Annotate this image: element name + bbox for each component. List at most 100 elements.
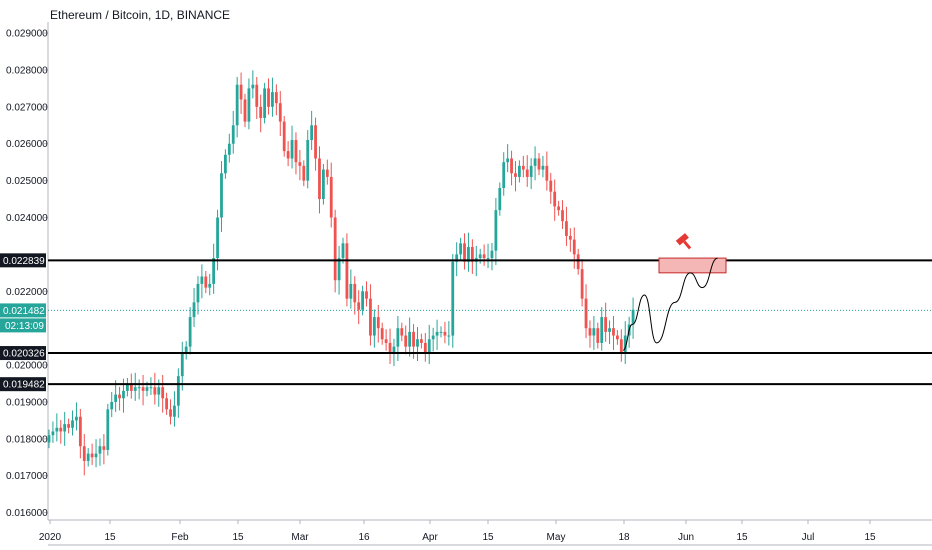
- candle-body: [63, 424, 67, 432]
- candle-body: [243, 99, 247, 122]
- candle-body: [75, 416, 78, 421]
- candle-body: [90, 453, 94, 458]
- x-tick-label: May: [547, 532, 566, 543]
- grid: [47, 22, 932, 521]
- candle-body: [584, 298, 588, 329]
- candle-body: [420, 339, 423, 343]
- candle-body: [251, 84, 255, 89]
- candle-body: [271, 92, 274, 107]
- candle-body: [82, 446, 86, 461]
- x-tick-label: Jun: [678, 532, 694, 543]
- current-price-tag: 0.021482: [3, 306, 45, 317]
- candle-body: [133, 387, 137, 391]
- candle-body: [216, 217, 219, 259]
- level-price-tag-bg: [0, 346, 46, 361]
- current-price-tag-bg: [0, 303, 46, 318]
- candle-body: [345, 243, 349, 299]
- y-tick-label: 0.028000: [6, 65, 48, 76]
- level-price-tag: 0.022839: [3, 256, 45, 267]
- candle-body: [631, 309, 635, 325]
- candle-body: [467, 247, 470, 262]
- candle-body: [619, 339, 623, 354]
- candle-body: [204, 276, 208, 288]
- y-tick-label: 0.017000: [6, 471, 48, 482]
- candle-body: [98, 446, 102, 454]
- candle-body: [322, 169, 325, 200]
- target-zone-box[interactable]: [658, 257, 727, 274]
- candle-body: [494, 210, 498, 251]
- x-tick-label: Mar: [291, 532, 309, 543]
- horizontal-levels[interactable]: [48, 259, 932, 386]
- candle-body: [533, 158, 537, 166]
- candle-body: [55, 427, 59, 432]
- candle-body: [169, 409, 172, 417]
- hammer-icon: [675, 233, 692, 250]
- candle-body: [372, 317, 376, 336]
- candle-body: [553, 191, 557, 207]
- candle-body: [498, 188, 502, 211]
- candle-body: [369, 298, 372, 336]
- y-tick-label: 0.019000: [6, 397, 48, 408]
- candle-body: [110, 401, 114, 410]
- candle-body: [388, 342, 392, 354]
- candle-body: [392, 346, 396, 354]
- candle-body: [298, 162, 302, 166]
- candle-body: [470, 247, 474, 262]
- y-tick-label: 0.024000: [6, 213, 48, 224]
- candle-body: [51, 431, 55, 436]
- candle-body: [286, 151, 290, 159]
- candle-body: [623, 335, 627, 354]
- candle-body: [59, 427, 63, 432]
- price-tags: 0.022839 0.020326 0.019482 0.021482 02:13:09: [0, 253, 46, 392]
- candle-body: [114, 394, 118, 402]
- candle-body: [518, 165, 521, 177]
- candle-body: [459, 243, 462, 255]
- candle-body: [447, 335, 451, 337]
- candle-body: [325, 169, 329, 177]
- candle-body: [161, 387, 165, 399]
- y-tick-label: 0.022000: [6, 287, 48, 298]
- candle-body: [565, 221, 568, 236]
- candle-body: [196, 283, 200, 303]
- x-tick-label: 16: [358, 532, 370, 543]
- candle-body: [451, 261, 455, 336]
- y-tick-label: 0.025000: [6, 176, 48, 187]
- candle-body: [463, 243, 466, 262]
- candle-body: [572, 239, 576, 255]
- y-tick-label: 0.027000: [6, 102, 48, 113]
- candle-body: [200, 276, 204, 284]
- time-axis[interactable]: 2020 15 Feb 15 Mar 16 Apr 15 May 18 Jun 15 Jul 15: [39, 520, 932, 546]
- candle-body: [576, 254, 580, 270]
- candle-body: [435, 331, 439, 336]
- price-axis[interactable]: 0.029000 0.028000 0.027000 0.026000 0.025000…: [6, 29, 48, 520]
- candle-body: [192, 302, 196, 318]
- candle-body: [596, 328, 600, 343]
- y-tick-label: 0.018000: [6, 434, 48, 445]
- candle-body: [235, 84, 239, 126]
- candle-body: [404, 335, 408, 347]
- candle-body: [145, 387, 149, 391]
- candle-body: [482, 254, 486, 259]
- x-tick-label: 15: [232, 532, 244, 543]
- candle-body: [106, 409, 110, 450]
- candle-body: [396, 328, 400, 347]
- candle-body: [604, 317, 608, 332]
- candle-body: [337, 258, 341, 281]
- candle-body: [302, 165, 306, 181]
- candle-body: [224, 154, 227, 174]
- candle-body: [455, 254, 459, 262]
- candle-body: [259, 106, 263, 118]
- projection-path[interactable]: [622, 257, 718, 351]
- candle-body: [529, 165, 533, 177]
- target-zone[interactable]: [658, 233, 727, 274]
- candle-body: [239, 84, 243, 100]
- projection-line[interactable]: [622, 257, 718, 351]
- candle-body: [612, 328, 615, 336]
- candle-body: [94, 453, 98, 458]
- candle-body: [184, 346, 188, 354]
- candle-body: [263, 88, 266, 118]
- candle-body: [423, 342, 427, 354]
- countdown-tag-bg: [0, 318, 46, 333]
- candle-body: [537, 158, 541, 170]
